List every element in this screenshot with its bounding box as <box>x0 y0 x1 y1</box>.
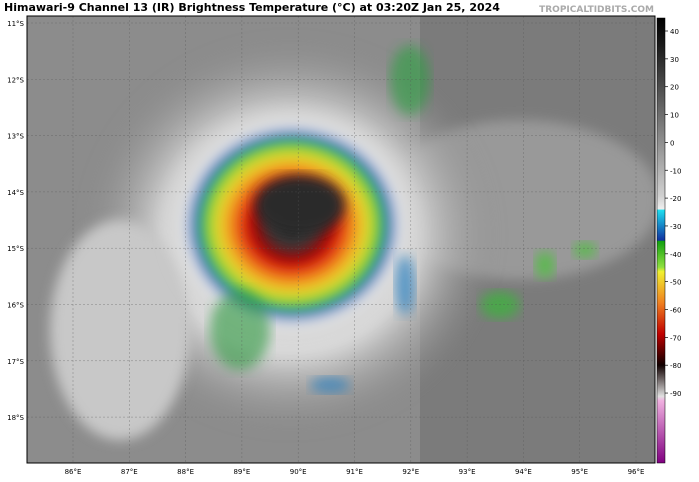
colorbar-label: 0 <box>670 139 674 147</box>
satellite-image <box>27 16 655 463</box>
colorbar-label: 30 <box>670 56 679 64</box>
lat-label: 17°S <box>7 358 24 366</box>
watermark: TROPICALTIDBITS.COM <box>539 5 654 15</box>
graticule <box>27 16 655 463</box>
lat-label: 12°S <box>7 76 24 84</box>
colorbar-label: -90 <box>670 390 681 398</box>
lat-label: 18°S <box>7 414 24 422</box>
lon-label: 96°E <box>628 468 645 476</box>
lon-label: 95°E <box>571 468 588 476</box>
colorbar-label: -20 <box>670 195 681 203</box>
lon-label: 87°E <box>121 468 138 476</box>
lat-label: 14°S <box>7 189 24 197</box>
lat-label: 11°S <box>7 20 24 28</box>
lon-label: 91°E <box>346 468 363 476</box>
lon-label: 94°E <box>515 468 532 476</box>
title: Himawari-9 Channel 13 (IR) Brightness Te… <box>4 1 500 14</box>
lat-label: 15°S <box>7 245 24 253</box>
colorbar-label: 10 <box>670 112 679 120</box>
lat-label: 16°S <box>7 302 24 310</box>
colorbar-label: -70 <box>670 334 681 342</box>
colorbar-label: 40 <box>670 28 679 36</box>
map-frame <box>26 15 656 464</box>
lon-label: 90°E <box>290 468 307 476</box>
colorbar-label: -80 <box>670 362 681 370</box>
colorbar-label: -40 <box>670 251 681 259</box>
lon-label: 88°E <box>177 468 194 476</box>
lon-label: 92°E <box>402 468 419 476</box>
lon-label: 86°E <box>65 468 82 476</box>
colorbar-label: -30 <box>670 223 681 231</box>
lon-label: 89°E <box>233 468 250 476</box>
colorbar-label: -50 <box>670 279 681 287</box>
colorbar-label: -10 <box>670 167 681 175</box>
colorbar-label: -60 <box>670 307 681 315</box>
lon-label: 93°E <box>459 468 476 476</box>
colorbar <box>656 17 666 464</box>
colorbar-label: 20 <box>670 84 679 92</box>
lat-label: 13°S <box>7 133 24 141</box>
